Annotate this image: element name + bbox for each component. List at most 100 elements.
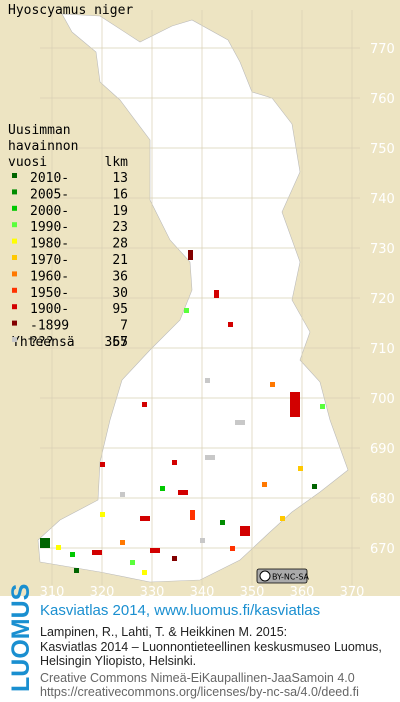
- observation: [150, 548, 160, 553]
- map-title: Hyoscyamus niger: [8, 3, 133, 18]
- legend-swatch: [12, 287, 17, 293]
- northing-label: 680: [370, 492, 395, 507]
- easting-label: 310: [40, 585, 65, 600]
- observation: [92, 550, 102, 555]
- observation: [230, 546, 235, 551]
- observation: [298, 466, 303, 471]
- observation: [100, 462, 105, 467]
- license-line: Creative Commons Nimeä-EiKaupallinen-Jaa…: [40, 671, 355, 685]
- observation: [240, 526, 250, 536]
- observation: [120, 540, 125, 545]
- legend-header: Uusimman: [8, 123, 71, 138]
- legend-label: 1960-: [30, 269, 69, 284]
- legend-swatch: [12, 337, 17, 342]
- legend-label: -1899: [30, 319, 69, 334]
- easting-label: 320: [90, 585, 115, 600]
- observation: [74, 568, 79, 573]
- observation: [205, 455, 215, 460]
- legend-total-label: Yhteensä: [12, 335, 75, 350]
- legend-swatch: [12, 304, 17, 310]
- legend-swatch: [12, 320, 17, 326]
- observation: [40, 538, 50, 548]
- legend: Uusimman havainnon vuosi lkm Yhteensä 35…: [8, 123, 128, 350]
- northing-label: 760: [370, 92, 395, 107]
- legend-count: 95: [112, 302, 128, 317]
- legend-label: 2005-: [30, 187, 69, 202]
- northing-label: 740: [370, 192, 395, 207]
- legend-total: 355: [105, 335, 128, 350]
- legend-label: 2000-: [30, 204, 69, 219]
- observation: [160, 486, 165, 491]
- northing-label: 720: [370, 292, 395, 307]
- observation: [200, 538, 205, 543]
- observation: [235, 420, 245, 425]
- observation: [56, 545, 61, 550]
- legend-label: 2010-: [30, 171, 69, 186]
- atlas-link[interactable]: Kasviatlas 2014, www.luomus.fi/kasviatla…: [40, 602, 320, 619]
- legend-header: vuosi: [8, 155, 47, 170]
- legend-count: 16: [112, 187, 128, 202]
- legend-count: 7: [120, 319, 128, 334]
- observation: [70, 552, 75, 557]
- legend-count: 30: [112, 286, 128, 301]
- badge-text: BY-NC-SA: [272, 573, 310, 582]
- citation-line: Helsingin Yliopisto, Helsinki.: [40, 654, 196, 668]
- legend-count: 67: [112, 335, 128, 350]
- legend-count-header: lkm: [105, 155, 129, 170]
- legend-count: 13: [112, 171, 128, 186]
- observation: [130, 560, 135, 565]
- legend-count: 23: [112, 220, 128, 235]
- observation: [190, 510, 195, 520]
- citation-line: Kasviatlas 2014 – Luonnontieteellinen ke…: [40, 640, 382, 654]
- northing-label: 670: [370, 542, 395, 557]
- observation: [214, 290, 219, 298]
- northing-label: 710: [370, 342, 395, 357]
- observation: [140, 516, 150, 521]
- observations: [40, 250, 325, 575]
- observation: [172, 460, 177, 465]
- badge-frame: [256, 568, 308, 584]
- legend-swatch: [12, 222, 17, 228]
- legend-count: 28: [112, 237, 128, 252]
- northing-label: 750: [370, 142, 395, 157]
- easting-label: 330: [140, 585, 165, 600]
- observation: [178, 490, 188, 495]
- legend-swatch: [12, 271, 17, 277]
- observation: [184, 308, 189, 313]
- cc-icon: [259, 570, 271, 582]
- observation: [280, 516, 285, 521]
- legend-count: 19: [112, 204, 128, 219]
- easting-label: 350: [240, 585, 265, 600]
- observation: [172, 556, 177, 561]
- legend-label: 1900-: [30, 302, 69, 317]
- observation: [320, 404, 325, 409]
- legend-label: ???: [30, 335, 53, 350]
- legend-swatch: [12, 255, 17, 260]
- observation: [228, 322, 233, 327]
- observation: [188, 250, 193, 260]
- observation: [100, 512, 105, 517]
- legend-count: 36: [112, 269, 128, 284]
- easting-label: 340: [190, 585, 215, 600]
- license-badge: BY-NC-SA: [256, 568, 310, 584]
- legend-header: havainnon: [8, 139, 78, 154]
- legend-swatch: [12, 189, 17, 195]
- observation: [205, 378, 210, 383]
- observation: [142, 570, 147, 575]
- observation: [312, 484, 317, 489]
- observation: [142, 402, 147, 407]
- brand: LUOMUS: [7, 584, 35, 692]
- legend-swatch: [12, 205, 17, 211]
- footer-background: [0, 596, 400, 702]
- license-line[interactable]: https://creativecommons.org/licenses/by-…: [40, 685, 359, 699]
- northing-label: 700: [370, 392, 395, 407]
- legend-label: 1970-: [30, 253, 69, 268]
- northing-label: 770: [370, 42, 395, 57]
- legend-label: 1950-: [30, 286, 69, 301]
- easting-label: 360: [290, 585, 315, 600]
- observation: [290, 392, 300, 417]
- legend-label: 1980-: [30, 237, 69, 252]
- observation: [270, 382, 275, 387]
